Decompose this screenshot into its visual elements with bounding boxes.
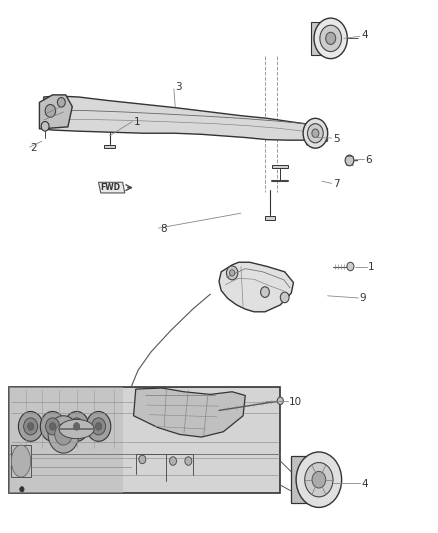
Circle shape (92, 418, 106, 435)
Circle shape (86, 411, 111, 441)
Circle shape (170, 457, 177, 465)
Circle shape (20, 487, 24, 492)
Circle shape (347, 262, 354, 271)
Circle shape (296, 452, 342, 507)
Text: 4: 4 (361, 30, 368, 39)
Polygon shape (11, 445, 31, 477)
Polygon shape (104, 144, 115, 148)
Circle shape (24, 418, 38, 435)
Polygon shape (134, 388, 245, 437)
Polygon shape (311, 22, 331, 54)
Circle shape (312, 129, 319, 138)
Circle shape (226, 266, 238, 280)
Polygon shape (291, 456, 319, 503)
Text: FWD: FWD (100, 183, 120, 192)
Circle shape (49, 423, 56, 430)
Polygon shape (99, 182, 125, 193)
Polygon shape (307, 128, 328, 145)
Ellipse shape (59, 419, 94, 439)
Circle shape (40, 411, 65, 441)
Polygon shape (9, 387, 123, 493)
Polygon shape (272, 165, 288, 168)
Text: 7: 7 (333, 179, 339, 189)
Text: 1: 1 (134, 117, 140, 126)
Circle shape (45, 104, 56, 117)
Circle shape (18, 411, 43, 441)
Circle shape (307, 124, 323, 143)
Circle shape (70, 418, 84, 435)
Text: 6: 6 (366, 155, 372, 165)
Polygon shape (9, 387, 280, 493)
Polygon shape (265, 216, 275, 220)
Circle shape (312, 471, 326, 488)
Text: 5: 5 (333, 134, 339, 143)
Text: 9: 9 (359, 294, 366, 303)
Circle shape (305, 463, 333, 497)
Circle shape (345, 155, 354, 166)
Circle shape (280, 292, 289, 303)
Circle shape (261, 287, 269, 297)
Text: 1: 1 (368, 262, 374, 271)
Circle shape (303, 118, 328, 148)
Circle shape (41, 122, 49, 131)
Circle shape (326, 33, 336, 44)
Circle shape (64, 411, 89, 441)
Circle shape (185, 457, 192, 465)
Polygon shape (44, 96, 315, 140)
Circle shape (95, 423, 102, 430)
Ellipse shape (11, 445, 31, 477)
Text: 10: 10 (289, 397, 302, 407)
Circle shape (28, 423, 34, 430)
Text: 2: 2 (31, 143, 37, 153)
Polygon shape (39, 95, 72, 129)
Polygon shape (219, 262, 293, 312)
Circle shape (46, 418, 60, 435)
Circle shape (230, 270, 235, 276)
Circle shape (139, 455, 146, 464)
Circle shape (277, 397, 283, 405)
Text: 4: 4 (361, 479, 368, 489)
Circle shape (57, 98, 65, 107)
Circle shape (48, 416, 79, 453)
Circle shape (55, 424, 72, 445)
Text: 8: 8 (160, 224, 166, 234)
Circle shape (314, 18, 347, 59)
Circle shape (320, 25, 342, 52)
Circle shape (74, 423, 80, 430)
Text: 3: 3 (175, 83, 182, 92)
